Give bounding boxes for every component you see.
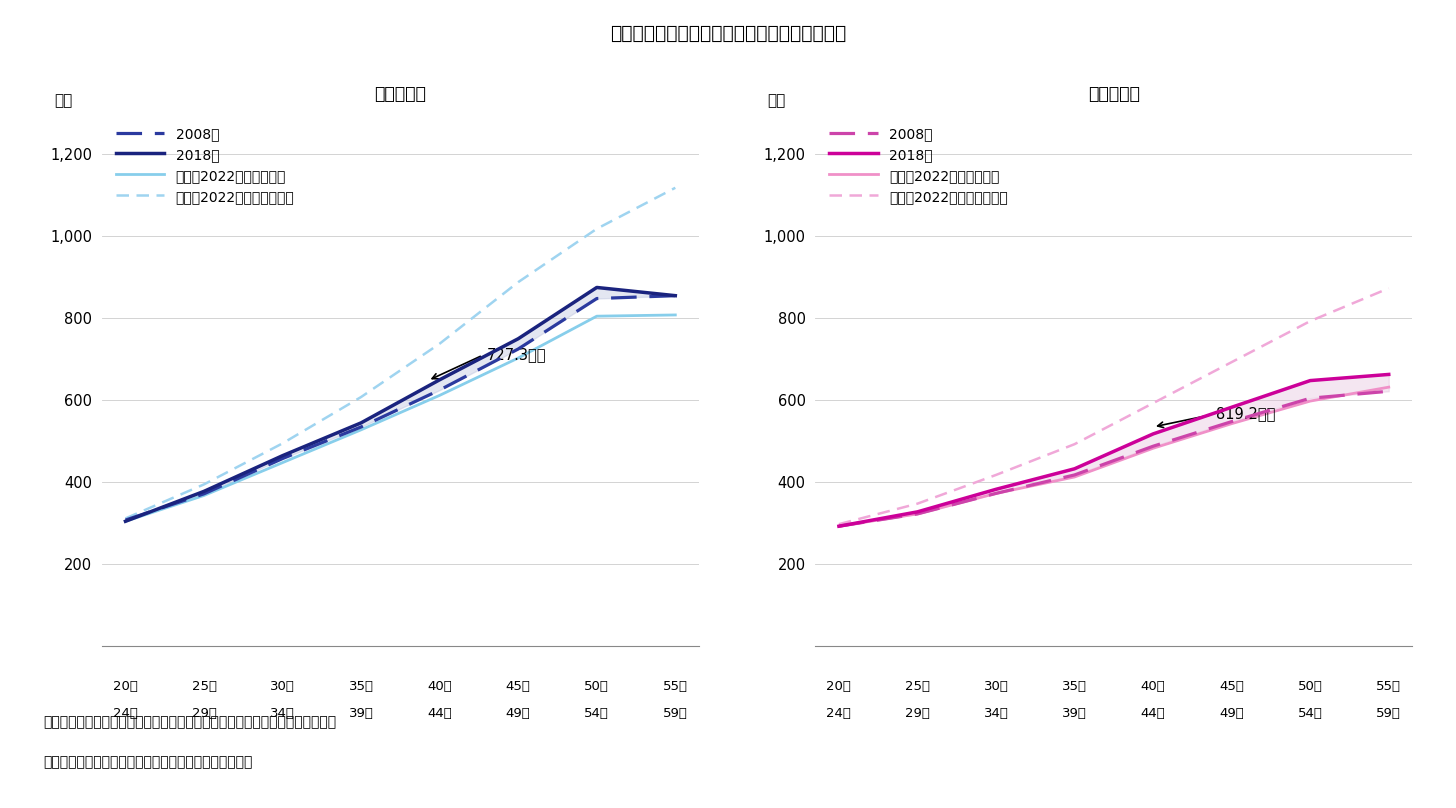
Text: 44歳: 44歳 [1140,707,1165,720]
Title: （ａ）男性: （ａ）男性 [374,85,427,103]
Text: 34歳: 34歳 [984,707,1009,720]
Text: 図５　大学卒の正規雇用者の賃金カーブの変化: 図５ 大学卒の正規雇用者の賃金カーブの変化 [610,24,846,44]
Text: 20～: 20～ [827,680,852,693]
Text: 727.3万円: 727.3万円 [486,347,546,362]
Text: 55～: 55～ [1376,680,1401,693]
Text: （資料）厚生労働省「賃金構造基本統計調査」から作成: （資料）厚生労働省「賃金構造基本統計調査」から作成 [44,755,253,769]
Legend: 2008年, 2018年, 参考：2022年（大学卒）, 参考：2022年（大学院卒）: 2008年, 2018年, 参考：2022年（大学卒）, 参考：2022年（大学… [823,120,1015,211]
Text: 25～: 25～ [192,680,217,693]
Text: 万円: 万円 [767,93,786,107]
Text: 30～: 30～ [271,680,296,693]
Text: 59歳: 59歳 [662,707,687,720]
Legend: 2008年, 2018年, 参考：2022年（大学卒）, 参考：2022年（大学院卒）: 2008年, 2018年, 参考：2022年（大学卒）, 参考：2022年（大学… [109,120,301,211]
Text: 24歳: 24歳 [827,707,852,720]
Text: 34歳: 34歳 [271,707,296,720]
Text: 35～: 35～ [1061,680,1088,693]
Text: 40～: 40～ [1140,680,1165,693]
Text: 44歳: 44歳 [427,707,451,720]
Text: （注）年収は「所定内給与額」および「年間賞与その他特別給与額」から推計: （注）年収は「所定内給与額」および「年間賞与その他特別給与額」から推計 [44,715,336,729]
Text: 29歳: 29歳 [906,707,930,720]
Text: 50～: 50～ [584,680,609,693]
Text: 35～: 35～ [348,680,374,693]
Text: 万円: 万円 [54,93,73,107]
Text: 55～: 55～ [662,680,687,693]
Text: 45～: 45～ [1219,680,1243,693]
Text: 819.2万円: 819.2万円 [1216,406,1275,421]
Text: 39歳: 39歳 [348,707,374,720]
Text: 29歳: 29歳 [192,707,217,720]
Text: 20～: 20～ [114,680,138,693]
Text: 49歳: 49歳 [505,707,530,720]
Text: 39歳: 39歳 [1061,707,1088,720]
Text: 50～: 50～ [1297,680,1322,693]
Text: 45～: 45～ [505,680,530,693]
Text: 49歳: 49歳 [1219,707,1243,720]
Text: 24歳: 24歳 [114,707,138,720]
Title: （ｂ）女性: （ｂ）女性 [1088,85,1140,103]
Text: 54歳: 54歳 [1297,707,1322,720]
Text: 54歳: 54歳 [584,707,609,720]
Text: 25～: 25～ [906,680,930,693]
Text: 30～: 30～ [984,680,1009,693]
Text: 40～: 40～ [427,680,451,693]
Text: 59歳: 59歳 [1376,707,1401,720]
